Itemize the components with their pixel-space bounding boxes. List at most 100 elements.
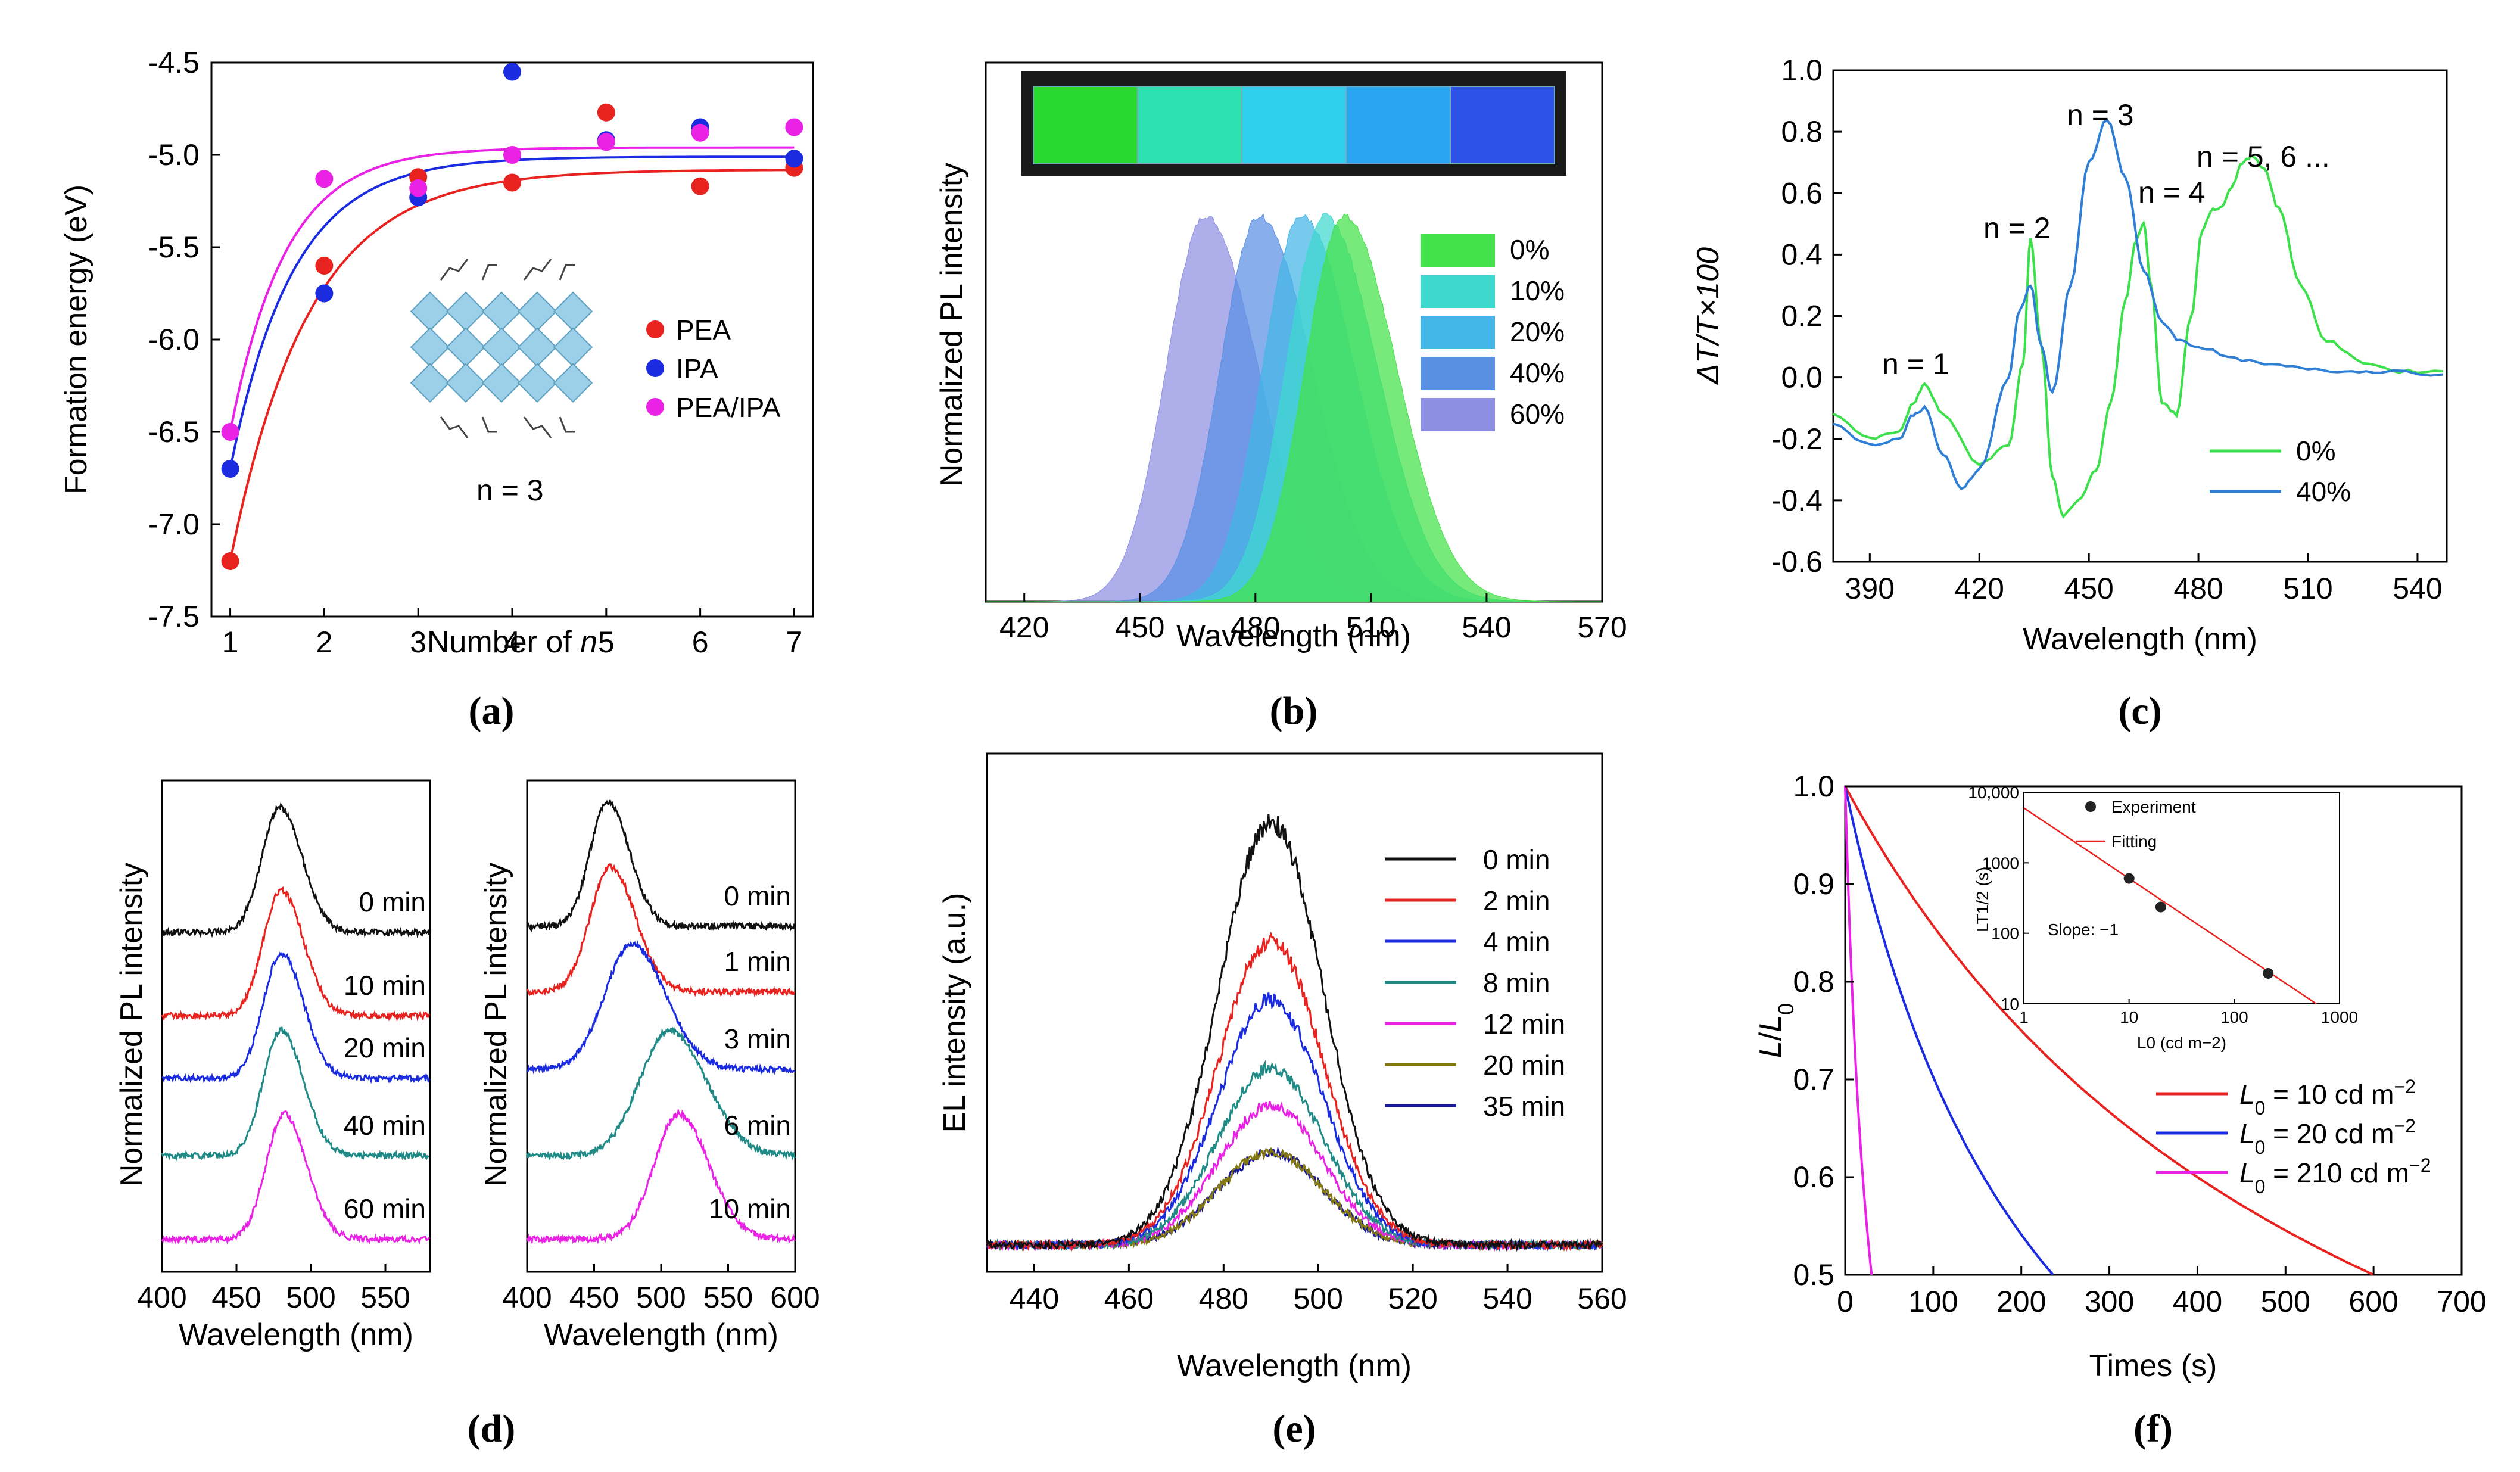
y-tick-label: 0.8 bbox=[1781, 115, 1823, 148]
panel-label-c: (c) bbox=[2118, 689, 2161, 733]
pl-spectrum-3-min bbox=[526, 940, 796, 1075]
inset-x-tick-label: 10 bbox=[2120, 1008, 2138, 1026]
y-tick-label: 0.8 bbox=[1793, 965, 1834, 998]
x-tick-label: 500 bbox=[286, 1281, 335, 1314]
panel-a-inset-label: n = 3 bbox=[476, 474, 544, 507]
panel-d1-plot-frame bbox=[161, 779, 431, 1273]
y-tick-label: 0.4 bbox=[1781, 238, 1823, 271]
x-tick-label: 520 bbox=[1388, 1282, 1437, 1315]
film-swatch bbox=[1033, 86, 1138, 164]
data-point-pea bbox=[503, 173, 521, 192]
panel-d2-time-labels: 0 min 1 min 3 min 6 min 10 min bbox=[709, 880, 791, 1224]
x-tick-label: 540 bbox=[1462, 611, 1511, 644]
x-tick-label: 300 bbox=[2085, 1285, 2134, 1318]
x-tick-label: 500 bbox=[636, 1281, 686, 1314]
inset-content: 1 10 100 100010,000100010010ExperimentFitti… bbox=[1968, 783, 2358, 1052]
data-point-ipa bbox=[503, 63, 521, 81]
inset-y-tick-label: 10 bbox=[2001, 995, 2019, 1013]
x-tick-label: 550 bbox=[703, 1281, 753, 1314]
pl-spectrum-1-min bbox=[526, 863, 796, 998]
panel-d2-y-axis-label: Normalized PL intensity bbox=[479, 863, 513, 1187]
panel-f-legend: L0 = 10 cd m−2L0 = 20 cd m−2L0 = 210 cd … bbox=[2156, 1076, 2431, 1197]
data-point-ipa bbox=[315, 284, 334, 303]
legend-label-0pct: 0% bbox=[2296, 435, 2335, 466]
panel-c-plot-frame bbox=[1832, 69, 2448, 563]
panel-e-plot-frame bbox=[986, 752, 1603, 1273]
x-tick-label: 600 bbox=[2348, 1285, 2398, 1318]
data-point-pea-ipa bbox=[597, 133, 615, 151]
pl-spectrum-0-min bbox=[526, 799, 796, 933]
x-tick-label: 7 bbox=[786, 625, 803, 659]
time-label-6-min: 6 min bbox=[724, 1110, 791, 1141]
legend-label-0pct: 0% bbox=[1510, 234, 1549, 265]
legend-label: L0 = 20 cd m−2 bbox=[2239, 1115, 2416, 1158]
annotation-n1: n = 1 bbox=[1882, 347, 1949, 381]
panel-f-decay-curves bbox=[1844, 786, 2374, 1276]
inset-x-axis-label: L0 (cd m−2) bbox=[2137, 1034, 2226, 1052]
legend-swatch-0pct bbox=[1421, 234, 1495, 267]
x-tick-label: 560 bbox=[1577, 1282, 1627, 1315]
crystal-structure-illustration bbox=[410, 259, 593, 438]
panel-d2-spectra bbox=[526, 799, 796, 1245]
time-label-1-min: 1 min bbox=[724, 946, 791, 977]
inset-legend-experiment: Experiment bbox=[2111, 798, 2196, 816]
legend-label-4-min: 4 min bbox=[1483, 926, 1550, 957]
time-label-60-min: 60 min bbox=[344, 1193, 426, 1224]
panel-label-b: (b) bbox=[1270, 689, 1318, 733]
x-tick-label: 700 bbox=[2437, 1285, 2486, 1318]
legend-label-40pct: 40% bbox=[1510, 357, 1565, 388]
y-tick-label: 0.2 bbox=[1781, 300, 1823, 333]
inset-legend-marker bbox=[2085, 801, 2096, 812]
legend-label: L0 = 210 cd m−2 bbox=[2239, 1154, 2431, 1197]
panel-e-ticks: 440 460 480 500 520 540 560 bbox=[1010, 1264, 1627, 1315]
legend-swatch-20pct bbox=[1421, 316, 1495, 349]
x-tick-label: 540 bbox=[2393, 572, 2442, 605]
x-tick-label: 200 bbox=[1996, 1285, 2046, 1318]
tas-spectrum-0pct bbox=[1833, 154, 2444, 519]
annotation-n2: n = 2 bbox=[1983, 211, 2051, 245]
annotation-n4: n = 4 bbox=[2138, 176, 2206, 209]
el-spectrum-12-min bbox=[986, 1101, 1603, 1252]
y-tick-label: -6.5 bbox=[148, 415, 200, 449]
panel-f-plot-frame bbox=[1844, 785, 2463, 1276]
x-tick-label: 460 bbox=[1104, 1282, 1154, 1315]
data-point-ipa bbox=[785, 150, 803, 168]
legend-label-35-min: 35 min bbox=[1483, 1091, 1565, 1122]
panel-d2-x-axis-label: Wavelength (nm) bbox=[544, 1318, 778, 1352]
time-label-10-min: 10 min bbox=[709, 1193, 791, 1224]
panel-c-legend: 0% 40% bbox=[2210, 435, 2351, 507]
tas-spectrum-40pct bbox=[1833, 119, 2444, 490]
film-swatch bbox=[1241, 86, 1347, 164]
panel-e-y-axis-label: EL intensity (a.u.) bbox=[937, 893, 972, 1133]
panel-a-points bbox=[221, 63, 803, 570]
y-tick-label: -5.5 bbox=[148, 231, 200, 264]
legend-label-20pct: 20% bbox=[1510, 316, 1565, 347]
inset-y-tick-label: 100 bbox=[1991, 925, 2019, 943]
panel-c-y-axis-label: ΔT/T×100 bbox=[1691, 247, 1725, 385]
x-tick-label: 540 bbox=[1482, 1282, 1532, 1315]
y-tick-label: 0.6 bbox=[1793, 1160, 1834, 1194]
legend-label-2-min: 2 min bbox=[1483, 885, 1550, 916]
el-spectrum-20-min bbox=[986, 1147, 1603, 1252]
inset-x-tick-label: 100 bbox=[2220, 1008, 2248, 1026]
y-tick-label: 0.6 bbox=[1781, 176, 1823, 210]
x-tick-label: 0 bbox=[1837, 1285, 1854, 1318]
inset-y-axis-label: LT1/2 (s) bbox=[1973, 867, 1992, 932]
inset-data-point bbox=[2263, 967, 2274, 979]
x-tick-label: 600 bbox=[770, 1281, 820, 1314]
x-tick-label: 450 bbox=[211, 1281, 261, 1314]
panel-f-x-axis-label: Times (s) bbox=[2089, 1349, 2217, 1383]
panel-a: 1 2 3 4 5 6 7 -4.5 -5.0 -5.5 -6.0 -6.5 -7.0 -7.5 bbox=[59, 46, 814, 733]
panel-b-legend: 0% 10% 20% 40% 60% bbox=[1421, 234, 1565, 431]
legend-label-pea: PEA bbox=[676, 315, 731, 346]
legend-label-ipa: IPA bbox=[676, 353, 718, 384]
x-tick-label: 2 bbox=[316, 625, 332, 659]
time-label-0-min: 0 min bbox=[359, 886, 426, 917]
inset-y-tick-label: 1000 bbox=[1982, 854, 2019, 872]
legend-label-60pct: 60% bbox=[1510, 399, 1565, 430]
legend-swatch-60pct bbox=[1421, 398, 1495, 431]
annotation-n3: n = 3 bbox=[2067, 98, 2134, 132]
legend-label-12-min: 12 min bbox=[1483, 1009, 1565, 1040]
panel-d1-time-labels: 0 min 10 min 20 min 40 min 60 min bbox=[344, 886, 426, 1224]
panel-f-inset: 1 10 100 100010,000100010010ExperimentFitti… bbox=[1968, 783, 2358, 1052]
